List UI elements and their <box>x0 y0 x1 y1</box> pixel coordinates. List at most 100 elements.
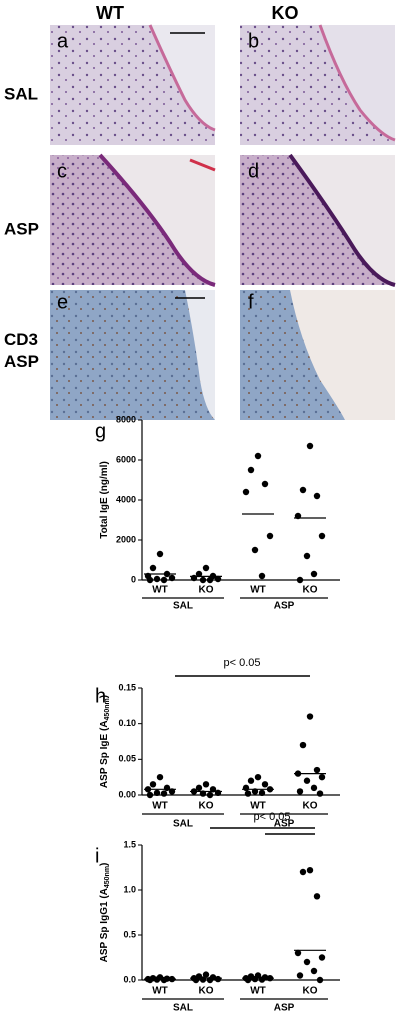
panel-letter: c <box>57 160 67 182</box>
y-tick-label: 0.0 <box>123 974 136 984</box>
x-tick-label: WT <box>250 585 266 596</box>
point <box>254 773 262 781</box>
x-tick-label: WT <box>152 585 168 596</box>
y-tick-label: 6000 <box>116 454 136 464</box>
point <box>251 975 259 983</box>
group-label: ASP <box>274 819 295 830</box>
point <box>313 766 321 774</box>
point <box>160 790 168 797</box>
point <box>199 976 207 983</box>
group-label: SAL <box>173 1003 193 1014</box>
point <box>146 576 154 584</box>
y-axis-label: Total IgE (ng/ml) <box>99 461 110 539</box>
point <box>160 576 168 584</box>
y-tick-label: 0.5 <box>123 929 136 939</box>
point <box>258 789 266 797</box>
point <box>306 442 314 450</box>
y-axis-label-part: ASP Sp IgE (A <box>99 720 110 788</box>
row-label: SAL <box>4 84 38 103</box>
y-tick-label: 8000 <box>116 414 136 424</box>
panel-letter: g <box>95 420 106 442</box>
point <box>242 784 250 792</box>
y-axis-label-part: 450nm <box>104 866 111 888</box>
point <box>254 452 262 460</box>
point <box>156 773 164 781</box>
point <box>296 972 304 979</box>
point <box>299 868 307 876</box>
group-label: SAL <box>173 601 193 612</box>
point <box>296 788 304 795</box>
panel-letter: h <box>95 685 106 707</box>
point <box>306 713 314 720</box>
point <box>206 576 214 584</box>
panel-letter: f <box>248 291 254 313</box>
group-label: ASP <box>274 601 295 612</box>
x-tick-label: WT <box>152 801 168 812</box>
point <box>258 572 266 580</box>
point <box>156 550 164 558</box>
x-tick-label: KO <box>199 585 214 596</box>
point <box>261 781 269 788</box>
y-axis-label: ASP Sp IgG1 (A450nm) <box>99 863 111 963</box>
panel-letter: d <box>248 160 259 182</box>
point <box>214 789 222 797</box>
y-tick-label: 1.0 <box>123 884 136 894</box>
point <box>294 949 302 957</box>
point <box>214 975 222 983</box>
point <box>303 777 311 784</box>
point <box>318 954 326 961</box>
point <box>190 574 198 582</box>
x-tick-label: KO <box>303 986 318 997</box>
point <box>202 781 210 788</box>
point <box>318 773 326 781</box>
point <box>299 741 307 749</box>
x-tick-label: KO <box>303 585 318 596</box>
panel-letter: b <box>248 30 259 52</box>
point <box>195 784 203 792</box>
x-tick-label: KO <box>199 986 214 997</box>
group-label: ASP <box>274 1003 295 1014</box>
x-tick-label: WT <box>250 801 266 812</box>
y-tick-label: 2000 <box>116 534 136 544</box>
y-axis-label-part: ) <box>99 695 110 698</box>
point <box>318 532 326 540</box>
point <box>310 784 318 792</box>
point <box>316 790 324 797</box>
point <box>261 480 269 488</box>
point <box>244 790 252 797</box>
point <box>313 893 321 900</box>
point <box>206 791 214 799</box>
point <box>214 575 222 583</box>
panel-letter: e <box>57 291 68 313</box>
y-axis-label-part: ) <box>99 863 110 866</box>
point <box>296 576 304 584</box>
point <box>149 564 157 572</box>
y-axis-label-part: 450nm <box>104 698 111 720</box>
point <box>247 466 255 474</box>
x-tick-label: KO <box>303 801 318 812</box>
x-tick-label: WT <box>250 986 266 997</box>
point <box>149 781 157 788</box>
point <box>199 576 207 584</box>
column-header: WT <box>96 3 124 23</box>
y-tick-label: 0 <box>131 574 136 584</box>
point <box>303 552 311 560</box>
y-axis-label-part: ASP Sp IgG1 (A <box>99 888 110 962</box>
y-axis-label: ASP Sp IgE (A450nm) <box>99 695 111 788</box>
point <box>313 492 321 500</box>
y-tick-label: 0.05 <box>118 754 136 764</box>
y-tick-label: 0.15 <box>118 682 136 692</box>
point <box>247 777 255 784</box>
histology <box>50 24 396 420</box>
y-tick-label: 0.10 <box>118 718 136 728</box>
point <box>258 976 266 983</box>
point <box>310 570 318 578</box>
column-header: KO <box>272 3 299 23</box>
point <box>303 958 311 966</box>
y-axis-label-part: Total IgE (ng/ml) <box>99 461 110 539</box>
annotation: p< 0.05 <box>223 657 260 669</box>
point <box>251 546 259 554</box>
x-tick-label: WT <box>152 986 168 997</box>
row-label: CD3 ASP <box>4 330 39 371</box>
